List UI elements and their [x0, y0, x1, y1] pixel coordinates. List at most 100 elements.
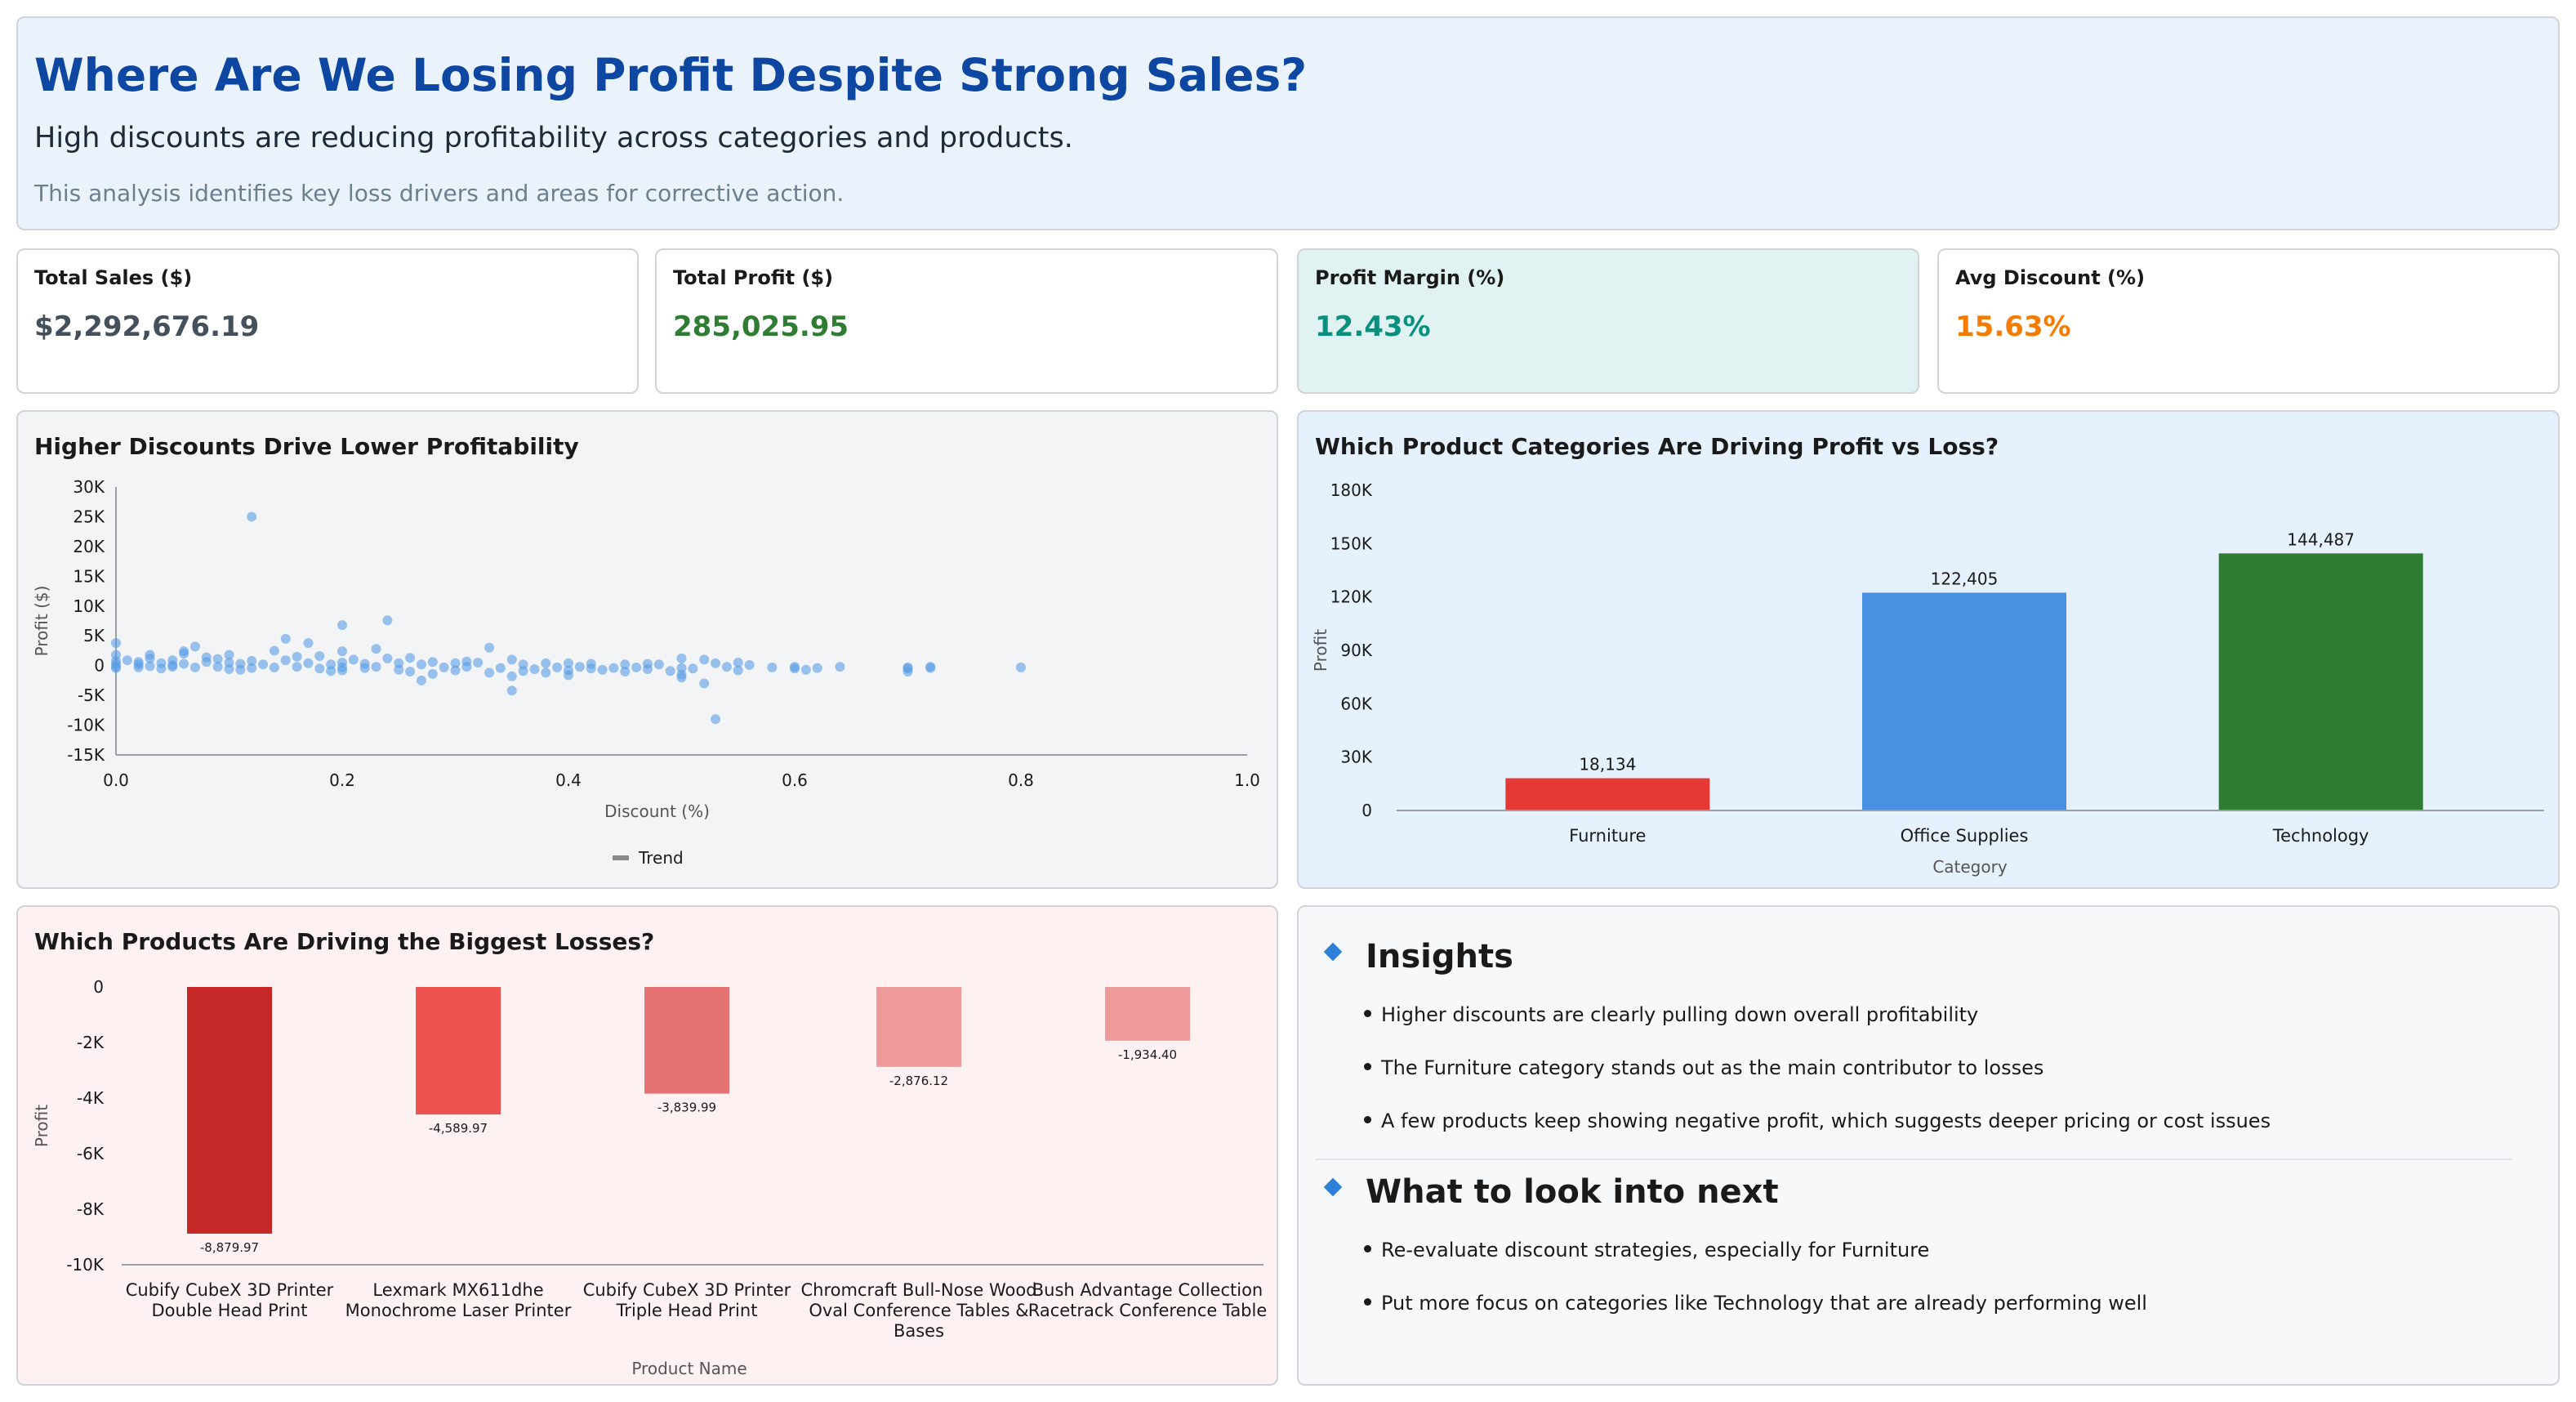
scatter-point: [189, 641, 200, 652]
page-title: Where Are We Losing Profit Despite Stron…: [34, 49, 1308, 101]
kpi-value: $2,292,676.19: [34, 310, 260, 343]
scatter-point: [790, 662, 800, 672]
section-divider: [1315, 1159, 2512, 1160]
y-tick-label: 0: [94, 656, 105, 676]
y-tick-label: 180K: [1330, 480, 1373, 500]
x-tick-label-line: Racetrack Conference Table: [1028, 1301, 1268, 1320]
scatter-point: [450, 658, 461, 668]
category-bar: [1505, 778, 1710, 810]
bullet-icon: [1364, 1062, 1371, 1070]
scatter-point: [179, 646, 189, 657]
product-loss-bar: [1105, 987, 1190, 1041]
scatter-point: [461, 656, 472, 667]
y-tick-label: 5K: [83, 626, 105, 645]
scatter-point: [767, 662, 778, 672]
page-note: This analysis identifies key loss driver…: [34, 180, 845, 207]
y-tick-label: -2K: [77, 1033, 105, 1052]
x-tick-label: Chromcraft Bull-Nose Wood Oval Conference…: [800, 1280, 1036, 1341]
kpi-card-profit-margin: Profit Margin (%) 12.43%: [1297, 248, 1919, 394]
scatter-point: [495, 663, 506, 673]
scatter-point: [303, 658, 314, 668]
insights-list: Higher discounts are clearly pulling dow…: [1364, 1002, 2271, 1161]
scatter-point: [586, 663, 596, 674]
x-tick-label: Bush Advantage Collection Racetrack Confe…: [1028, 1280, 1268, 1320]
kpi-label: Profit Margin (%): [1315, 266, 1505, 289]
list-item: A few products keep showing negative pro…: [1364, 1108, 2271, 1161]
scatter-point: [235, 664, 246, 675]
scatter-point: [314, 651, 325, 662]
x-tick-label: 1.0: [1234, 770, 1260, 790]
discount-profit-scatter-panel: Higher Discounts Drive Lower Profitabili…: [16, 410, 1278, 889]
scatter-point: [337, 646, 347, 657]
list-item: Re-evaluate discount strategies, especia…: [1364, 1237, 2147, 1290]
x-tick-label: 0.8: [1008, 770, 1034, 790]
scatter-point: [574, 662, 585, 672]
bullet-icon: [1364, 1009, 1371, 1017]
diamond-icon: [1323, 1177, 1343, 1197]
scatter-point: [653, 659, 664, 670]
category-bar-chart: 0 30K 60K 90K 120K 150K 180K Profit 18,134 Furnit…: [1311, 480, 2544, 877]
bullet-icon: [1364, 1297, 1371, 1306]
category-bar: [2218, 553, 2423, 810]
scatter-point: [506, 685, 517, 696]
scatter-point: [699, 654, 710, 665]
product-loss-bar: [876, 987, 961, 1067]
y-tick-label: -8K: [77, 1199, 105, 1219]
kpi-value: 285,025.95: [673, 310, 849, 343]
diamond-icon: [1323, 942, 1343, 962]
scatter-point: [506, 654, 517, 665]
scatter-point: [292, 651, 302, 662]
scatter-point: [201, 652, 212, 663]
scatter-point: [394, 658, 404, 668]
y-tick-label: 30K: [73, 477, 105, 497]
next-steps-heading: What to look into next: [1323, 1173, 1779, 1211]
scatter-point: [506, 671, 517, 681]
scatter-point: [224, 650, 234, 660]
scatter-point: [269, 662, 279, 672]
kpi-card-avg-discount: Avg Discount (%) 15.63%: [1937, 248, 2560, 394]
scatter-point: [744, 659, 755, 670]
scatter-point: [541, 658, 551, 668]
scatter-point: [145, 661, 155, 672]
scatter-point: [189, 662, 200, 672]
y-axis-label: Profit ($): [32, 586, 51, 657]
scatter-point: [902, 662, 913, 672]
scatter-point: [167, 662, 178, 672]
category-profit-panel: Which Product Categories Are Driving Pro…: [1297, 410, 2560, 889]
scatter-point: [620, 666, 631, 676]
x-tick-label-line: Monochrome Laser Printer: [345, 1301, 572, 1320]
bar-value-label: 122,405: [1931, 569, 1999, 588]
y-tick-label: 90K: [1340, 641, 1372, 660]
bar-value-label: -8,879.97: [200, 1240, 259, 1255]
scatter-point: [258, 659, 269, 670]
x-tick-label-line: Bases: [894, 1321, 944, 1341]
x-tick-label-line: Cubify CubeX 3D Printer: [126, 1280, 334, 1300]
y-tick-label: -5K: [78, 685, 105, 705]
x-tick-label: 0.2: [329, 770, 355, 790]
scatter-point: [529, 664, 540, 675]
scatter-point: [427, 668, 438, 679]
scatter-point: [608, 663, 619, 673]
scatter-point: [382, 653, 393, 663]
list-item: Higher discounts are clearly pulling dow…: [1364, 1002, 2271, 1055]
scatter-point: [359, 659, 370, 669]
scatter-point: [280, 633, 291, 644]
scatter-point: [405, 666, 416, 676]
category-bar: [1862, 592, 2066, 810]
bar-value-label: -3,839.99: [657, 1101, 716, 1115]
chart-title: Higher Discounts Drive Lower Profitabili…: [34, 433, 579, 460]
insights-heading: Insights: [1323, 938, 1513, 976]
scatter-point: [247, 655, 257, 666]
x-tick-label-line: Bush Advantage Collection: [1032, 1280, 1263, 1300]
scatter-point: [371, 644, 381, 654]
y-tick-label: 25K: [73, 507, 105, 526]
y-tick-label: -10K: [66, 1255, 105, 1275]
bar-value-label: -1,934.40: [1118, 1047, 1177, 1062]
x-tick-label-line: Chromcraft Bull-Nose Wood: [800, 1280, 1036, 1300]
kpi-value: 12.43%: [1315, 310, 1431, 343]
y-tick-label: 0: [93, 977, 104, 997]
kpi-label: Total Sales ($): [34, 266, 193, 289]
product-loss-panel: Which Products Are Driving the Biggest L…: [16, 905, 1278, 1386]
scatter-point: [812, 663, 822, 673]
scatter-point: [156, 663, 167, 674]
